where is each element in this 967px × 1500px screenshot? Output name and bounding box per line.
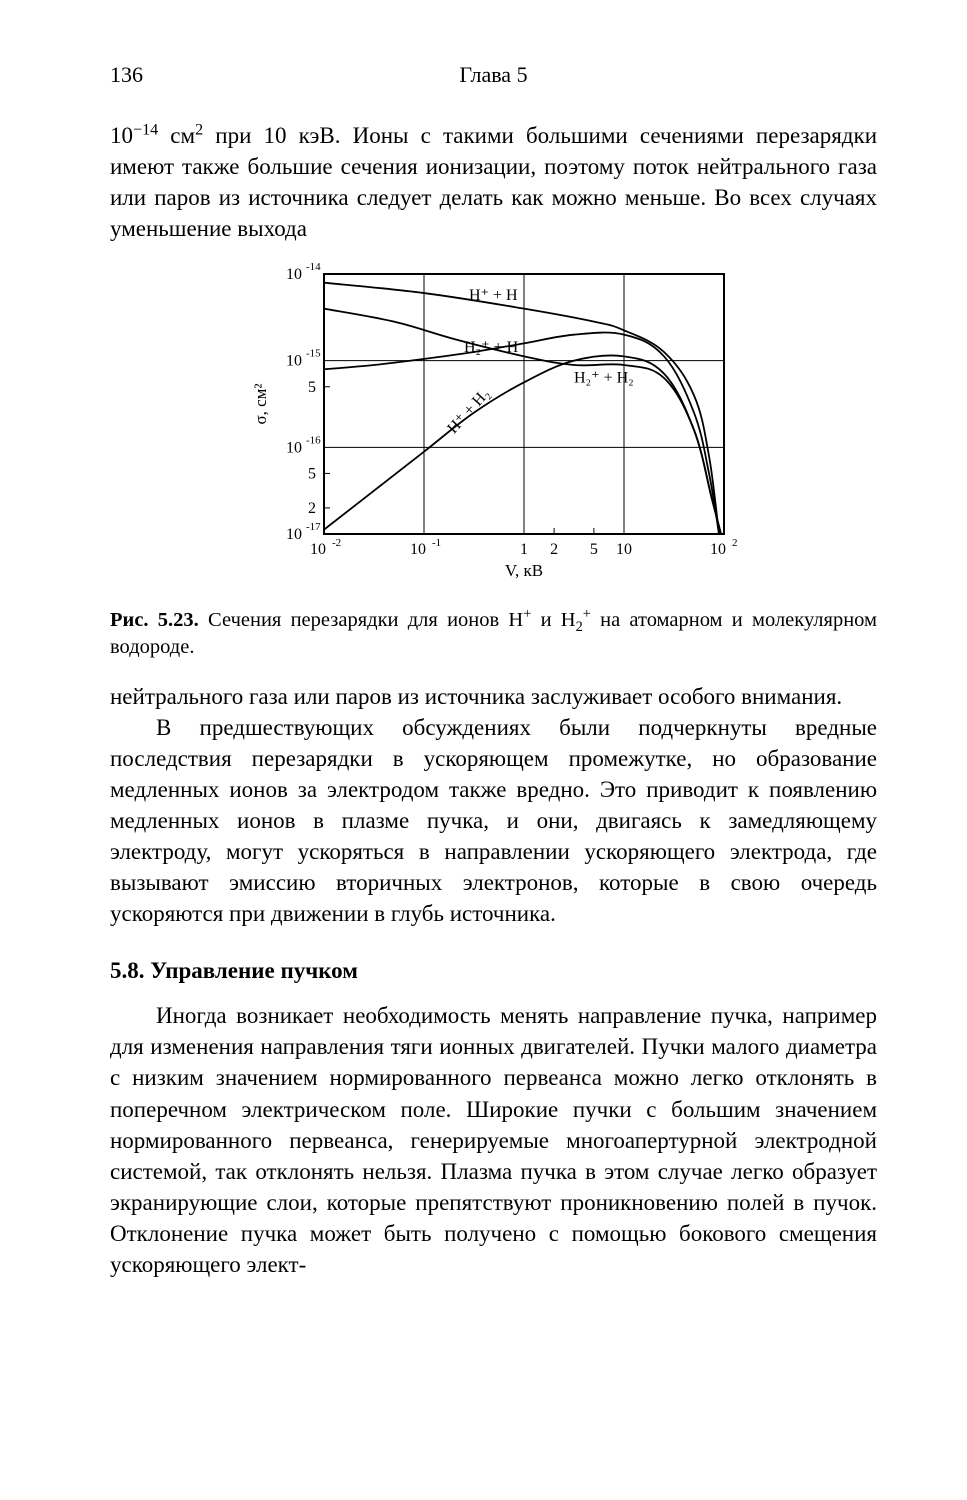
- svg-text:10: 10: [286, 353, 302, 370]
- running-head: 136 Глава 5: [110, 60, 877, 90]
- svg-text:10: 10: [286, 266, 302, 283]
- figure-5-23-caption: Рис. 5.23. Сечения перезарядки для ионов…: [110, 607, 877, 661]
- svg-text:-16: -16: [306, 434, 321, 446]
- svg-text:10: 10: [710, 541, 726, 558]
- svg-text:H₂⁺ + H₂: H₂⁺ + H₂: [574, 369, 634, 386]
- svg-text:10: 10: [286, 526, 302, 543]
- body-text-bottom: Иногда возникает необходимость менять на…: [110, 1000, 877, 1279]
- svg-text:10: 10: [616, 541, 632, 558]
- figure-5-23-chart: 10 -2 10 -1 1 10 2 2 5 10 V, кВ 10 -17 10 -16 10 -15 10 -1…: [234, 254, 754, 599]
- svg-text:H⁺ + H: H⁺ + H: [469, 287, 518, 304]
- svg-text:σ, см²: σ, см²: [251, 383, 270, 424]
- svg-text:5: 5: [589, 541, 597, 558]
- svg-text:V, кВ: V, кВ: [504, 561, 542, 580]
- figure-caption-lead: Рис. 5.23.: [110, 609, 199, 631]
- svg-text:-2: -2: [332, 537, 341, 549]
- svg-text:-1: -1: [432, 537, 441, 549]
- figure-caption-rest: Сечения перезарядки для ионов H+ и H2+ н…: [110, 609, 877, 658]
- svg-text:2: 2: [550, 541, 558, 558]
- svg-text:H⁺ + H₂: H⁺ + H₂: [444, 385, 493, 437]
- svg-text:10: 10: [410, 541, 426, 558]
- page-number: 136: [110, 60, 230, 90]
- svg-text:1: 1: [520, 541, 528, 558]
- chapter-label: Глава 5: [230, 60, 757, 90]
- svg-text:2: 2: [732, 537, 738, 549]
- figure-5-23: 10 -2 10 -1 1 10 2 2 5 10 V, кВ 10 -17 10 -16 10 -15 10 -1…: [110, 254, 877, 599]
- svg-text:5: 5: [308, 465, 316, 482]
- svg-text:5: 5: [308, 379, 316, 396]
- scanned-page: 136 Глава 5 10−14 см2 при 10 кэВ. Ионы с…: [0, 0, 967, 1500]
- paragraph-bottom: Иногда возникает необходимость менять на…: [110, 1000, 877, 1279]
- svg-text:2: 2: [308, 500, 316, 517]
- paragraph-top: 10−14 см2 при 10 кэВ. Ионы с такими боль…: [110, 120, 877, 244]
- body-text: 10−14 см2 при 10 кэВ. Ионы с такими боль…: [110, 120, 877, 244]
- body-text-mid: нейтрального газа или паров из источника…: [110, 681, 877, 929]
- paragraph-mid-2: В предшествующих обсуждениях были подчер…: [110, 712, 877, 929]
- svg-text:-15: -15: [306, 348, 321, 360]
- svg-text:-14: -14: [306, 261, 321, 273]
- svg-text:-17: -17: [306, 521, 321, 533]
- section-heading-5-8: 5.8. Управление пучком: [110, 955, 877, 986]
- svg-text:10: 10: [310, 541, 326, 558]
- svg-text:10: 10: [286, 439, 302, 456]
- paragraph-mid-1: нейтрального газа или паров из источника…: [110, 681, 877, 712]
